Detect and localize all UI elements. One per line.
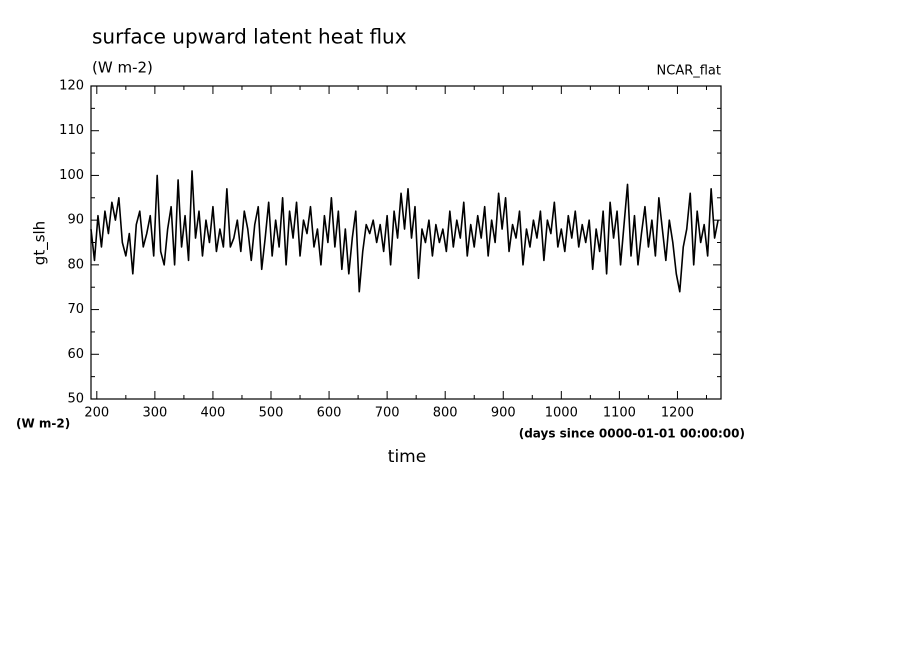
annotation: NCAR_flat xyxy=(657,64,721,79)
y-tick-label: 120 xyxy=(59,79,84,94)
y-tick-label: 80 xyxy=(67,257,84,272)
data-line xyxy=(90,170,719,293)
x-tick-label: 700 xyxy=(375,406,400,421)
y-tick-label: 50 xyxy=(67,392,84,407)
chart-title: surface upward latent heat flux xyxy=(92,25,407,49)
y-tick-label: 110 xyxy=(59,123,84,138)
y-tick-label: 70 xyxy=(67,302,84,317)
x-tick-label: 900 xyxy=(491,406,516,421)
x-tick-label: 1200 xyxy=(661,406,694,421)
y-tick-label: 90 xyxy=(67,213,84,228)
y-tick-label: 60 xyxy=(67,347,84,362)
x-tick-label: 400 xyxy=(201,406,226,421)
x-axis-units: (days since 0000-01-01 00:00:00) xyxy=(519,427,745,441)
x-tick-label: 800 xyxy=(433,406,458,421)
x-tick-label: 300 xyxy=(142,406,167,421)
y-axis-units: (W m-2) xyxy=(16,417,70,431)
x-axis-label: time xyxy=(388,447,426,467)
y-tick-label: 100 xyxy=(59,168,84,183)
x-tick-label: 200 xyxy=(84,406,109,421)
x-tick-label: 500 xyxy=(259,406,284,421)
x-tick-label: 1000 xyxy=(545,406,578,421)
x-tick-label: 1100 xyxy=(603,406,636,421)
y-axis-label: gt_slh xyxy=(31,221,50,265)
chart-subtitle: (W m-2) xyxy=(92,59,153,77)
x-tick-label: 600 xyxy=(317,406,342,421)
